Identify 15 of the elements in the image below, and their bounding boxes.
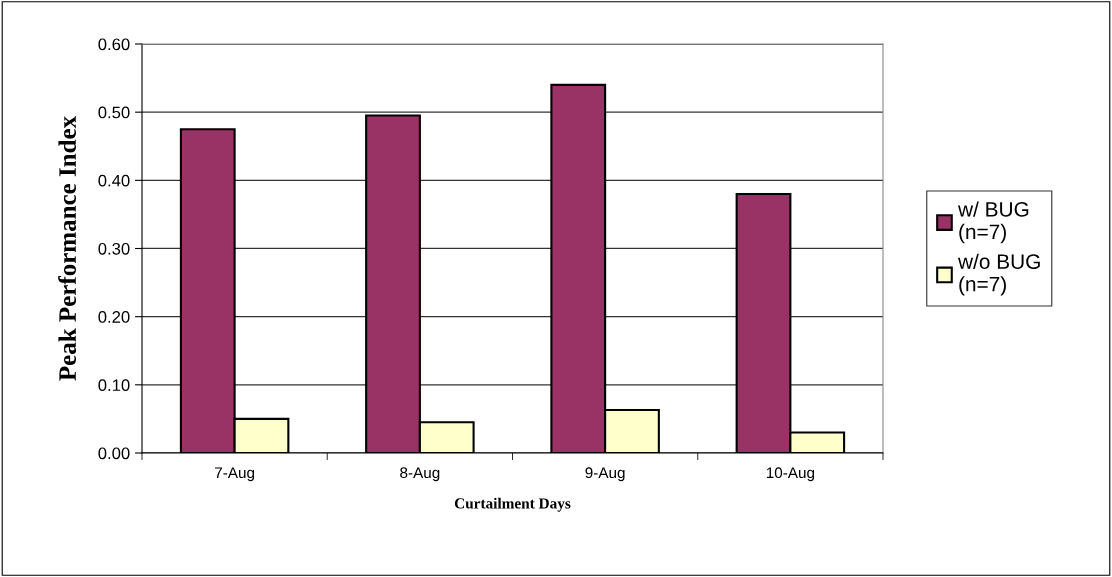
y-tick-label: 0.30 [98,242,130,255]
y-tick-label: 0.50 [98,106,130,119]
y-axis-title: Peak Performance Index [58,116,77,381]
y-tick-label: 0.60 [98,38,130,51]
legend-label: w/ BUG (n=7) [957,201,1029,244]
x-axis-title: Curtailment Days [454,497,571,512]
x-tick-label: 7-Aug [215,467,255,482]
y-tick-label: 0.40 [98,174,130,187]
x-tick-label: 8-Aug [400,467,440,482]
y-tick-label: 0.00 [98,447,130,460]
y-tick-label: 0.10 [98,379,130,392]
x-tick-label: 10-Aug [766,467,815,482]
legend-label: w/o BUG (n=7) [957,253,1040,296]
x-tick-label: 9-Aug [585,467,625,482]
y-tick-label: 0.20 [98,311,130,323]
